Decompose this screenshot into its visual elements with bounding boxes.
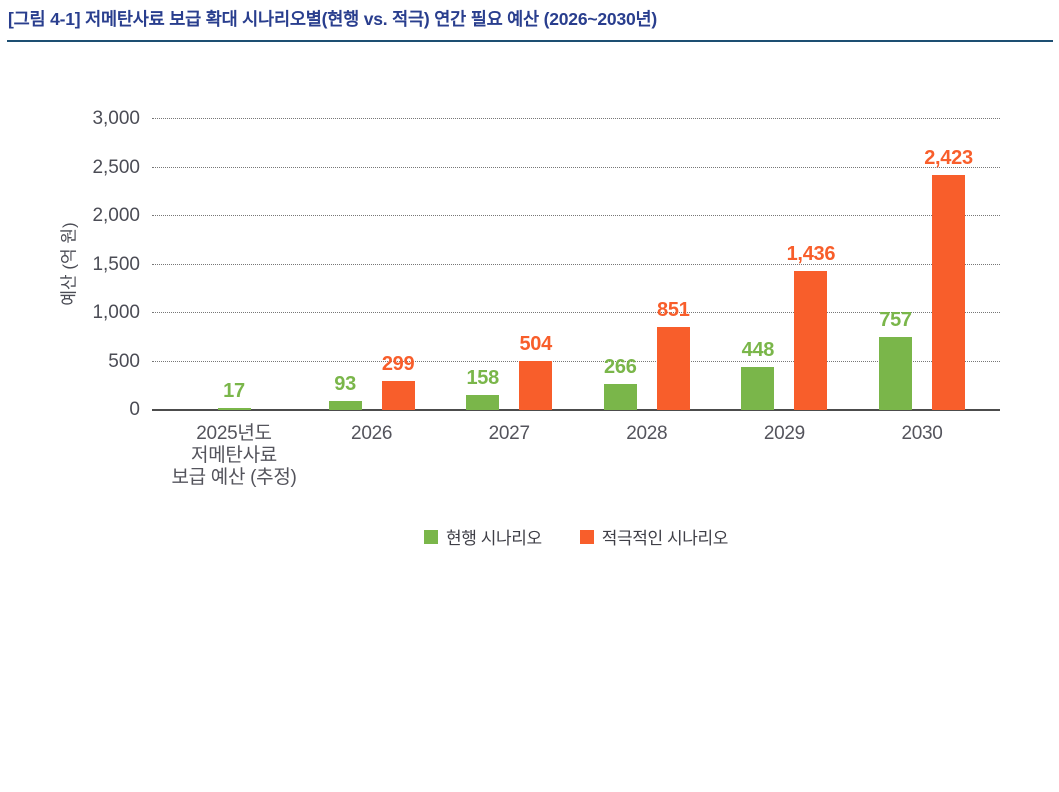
- x-category-line: 보급 예산 (추정): [171, 467, 297, 488]
- y-tick-label: 3,000: [92, 108, 140, 129]
- gridline-2500: [152, 166, 1000, 168]
- bar-current-scenario: [217, 408, 251, 410]
- x-category-line: 2029: [763, 423, 805, 444]
- bar-value-label: 504: [519, 333, 552, 356]
- legend-swatch-icon: [423, 529, 438, 544]
- bar-current-scenario: [328, 400, 362, 410]
- y-tick-label: 500: [108, 350, 140, 372]
- bar-value-label: 266: [604, 356, 637, 379]
- x-category-line: 2030: [901, 423, 943, 444]
- gridline-500: [152, 360, 1000, 362]
- bar-active-scenario: [519, 361, 553, 410]
- bar-active-scenario: [794, 270, 828, 410]
- x-category-label: 2026: [282, 423, 462, 445]
- bar-value-label: 17: [223, 380, 245, 403]
- x-category-line: 2028: [626, 423, 668, 444]
- gridline-2000: [152, 215, 1000, 216]
- bar-active-scenario: [932, 174, 965, 410]
- chart-legend: 현행 시나리오 적극적인 시나리오: [152, 524, 1000, 549]
- bar-value-label: 158: [466, 366, 499, 389]
- bar-active-scenario: [656, 327, 690, 410]
- legend-label: 현행 시나리오: [445, 529, 542, 548]
- y-tick-label: 0: [129, 399, 140, 420]
- y-tick-label: 1,000: [92, 302, 140, 323]
- bar-value-label: 299: [381, 352, 415, 375]
- figure-title: [그림 4-1] 저메탄사료 보급 확대 시나리오별(현행 vs. 적극) 연간…: [8, 9, 658, 29]
- bar-active-scenario: [381, 380, 415, 410]
- bar-value-label: 1,436: [786, 242, 836, 265]
- x-category-label: 2027: [419, 423, 599, 445]
- x-category-line: 2027: [488, 423, 530, 444]
- legend-swatch-icon: [579, 529, 594, 544]
- legend-item: 적극적인 시나리오: [579, 524, 729, 549]
- bar-current-scenario: [741, 366, 775, 410]
- x-category-label: 2025년도 저메탄사료 보급 예산 (추정): [144, 423, 324, 489]
- x-axis-line: [152, 409, 1000, 411]
- bar-value-label: 2,423: [924, 146, 973, 169]
- bar-current-scenario: [879, 336, 912, 410]
- legend-item: 현행 시나리오: [423, 524, 542, 549]
- bar-value-label: 757: [879, 308, 912, 331]
- bar-value-label: 93: [334, 372, 356, 395]
- y-tick-label: 2,500: [92, 156, 140, 178]
- gridline-3000: [152, 118, 1000, 119]
- bar-value-label: 448: [741, 338, 775, 361]
- x-category-label: 2030: [832, 423, 1012, 445]
- bar-current-scenario: [603, 384, 637, 410]
- gridline-1000: [152, 312, 1000, 313]
- x-category-label: 2029: [694, 423, 874, 445]
- x-category-line: 2025년도: [196, 423, 272, 444]
- gridline-1500: [152, 263, 1000, 265]
- x-category-line: 저메탄사료: [191, 445, 277, 466]
- bar-current-scenario: [466, 394, 500, 410]
- legend-label: 적극적인 시나리오: [601, 529, 729, 548]
- bar-value-label: 851: [657, 299, 690, 322]
- title-divider: [7, 40, 1053, 42]
- y-tick-label: 2,000: [92, 205, 140, 226]
- x-category-line: 2026: [351, 423, 393, 444]
- y-tick-label: 1,500: [92, 253, 140, 275]
- x-category-label: 2028: [557, 423, 737, 445]
